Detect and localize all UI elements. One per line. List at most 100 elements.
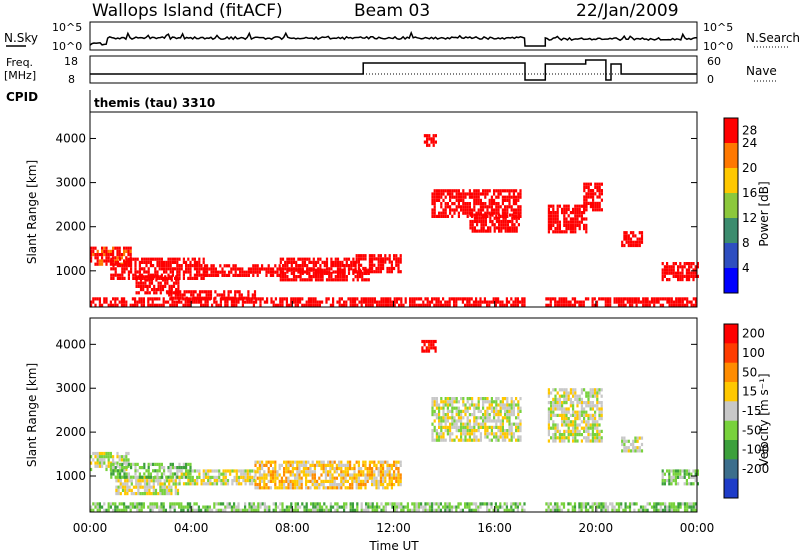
data-cell bbox=[272, 460, 275, 464]
data-cell bbox=[444, 208, 447, 212]
data-cell bbox=[484, 432, 487, 436]
data-cell bbox=[338, 486, 341, 490]
data-cell bbox=[345, 300, 348, 304]
data-cell bbox=[435, 432, 438, 436]
data-cell bbox=[272, 267, 275, 271]
data-cell bbox=[265, 486, 268, 490]
data-cell bbox=[98, 300, 101, 304]
data-cell bbox=[444, 508, 447, 512]
data-cell bbox=[339, 268, 342, 272]
data-cell bbox=[302, 467, 305, 471]
data-cell bbox=[457, 505, 460, 509]
data-cell bbox=[379, 257, 382, 261]
data-cell bbox=[281, 275, 285, 279]
data-cell bbox=[389, 297, 392, 301]
data-cell bbox=[98, 262, 101, 266]
data-cell bbox=[506, 189, 509, 193]
data-cell bbox=[98, 458, 101, 462]
data-cell bbox=[318, 460, 321, 464]
data-cell bbox=[256, 483, 259, 487]
data-cell bbox=[462, 425, 465, 429]
data-cell bbox=[310, 300, 313, 304]
data-cell bbox=[204, 300, 207, 304]
data-cell bbox=[442, 406, 445, 410]
data-cell bbox=[110, 475, 113, 479]
data-cell bbox=[343, 508, 346, 512]
data-cell bbox=[598, 505, 601, 509]
data-cell bbox=[107, 505, 110, 509]
data-cell bbox=[692, 469, 695, 473]
data-cell bbox=[493, 208, 496, 212]
data-cell bbox=[497, 416, 500, 420]
data-cell bbox=[422, 505, 425, 509]
data-cell bbox=[269, 473, 272, 477]
data-cell bbox=[479, 198, 482, 202]
data-cell bbox=[356, 508, 359, 512]
data-cell bbox=[556, 505, 559, 509]
data-cell bbox=[299, 271, 302, 275]
data-cell bbox=[334, 260, 337, 264]
data-cell bbox=[158, 505, 161, 509]
data-cell bbox=[495, 208, 498, 212]
nsearch-right-tick-bottom: 10^0 bbox=[703, 40, 733, 53]
data-cell bbox=[497, 205, 500, 209]
data-cell bbox=[600, 404, 603, 408]
data-cell bbox=[206, 505, 209, 509]
data-cell bbox=[289, 479, 292, 483]
data-cell bbox=[141, 257, 144, 261]
data-cell bbox=[227, 290, 230, 294]
data-cell bbox=[444, 502, 447, 506]
data-cell bbox=[290, 264, 293, 268]
data-cell bbox=[195, 297, 198, 301]
data-cell bbox=[124, 492, 127, 496]
data-cell bbox=[574, 220, 577, 224]
data-cell bbox=[468, 429, 471, 433]
data-cell bbox=[632, 449, 635, 453]
data-cell bbox=[600, 388, 603, 392]
data-cell bbox=[114, 300, 117, 304]
data-cell bbox=[200, 300, 203, 304]
data-cell bbox=[440, 195, 443, 199]
data-cell bbox=[284, 260, 287, 264]
data-cell bbox=[290, 300, 293, 304]
data-cell bbox=[329, 460, 332, 464]
data-cell bbox=[457, 205, 460, 209]
data-cell bbox=[393, 300, 396, 304]
colorbar-segment bbox=[724, 193, 738, 219]
data-cell bbox=[572, 227, 575, 231]
data-cell bbox=[576, 214, 579, 218]
data-cell bbox=[170, 275, 173, 279]
data-cell bbox=[263, 505, 266, 509]
data-cell bbox=[222, 469, 225, 473]
data-cell bbox=[390, 486, 393, 490]
data-cell bbox=[580, 502, 583, 506]
data-cell bbox=[395, 463, 398, 467]
data-cell bbox=[668, 505, 671, 509]
data-cell bbox=[297, 270, 300, 274]
data-cell bbox=[668, 475, 671, 479]
data-cell bbox=[103, 246, 106, 250]
data-cell bbox=[202, 303, 205, 307]
data-cell bbox=[679, 297, 682, 301]
data-cell bbox=[355, 257, 358, 261]
data-cell bbox=[96, 461, 99, 465]
data-cell bbox=[438, 192, 441, 196]
data-cell bbox=[431, 403, 434, 407]
data-cell bbox=[583, 182, 586, 186]
data-cell bbox=[360, 505, 363, 509]
data-cell bbox=[576, 404, 579, 408]
data-cell bbox=[563, 436, 566, 440]
data-cell bbox=[218, 479, 221, 483]
data-cell bbox=[291, 483, 294, 487]
data-cell bbox=[495, 406, 498, 410]
data-cell bbox=[313, 486, 316, 490]
data-cell bbox=[572, 413, 575, 417]
data-cell bbox=[683, 265, 686, 269]
data-cell bbox=[299, 264, 302, 268]
data-cell bbox=[172, 281, 176, 285]
data-cell bbox=[449, 195, 452, 199]
data-cell bbox=[160, 502, 163, 506]
data-cell bbox=[101, 253, 104, 257]
data-cell bbox=[657, 502, 660, 506]
